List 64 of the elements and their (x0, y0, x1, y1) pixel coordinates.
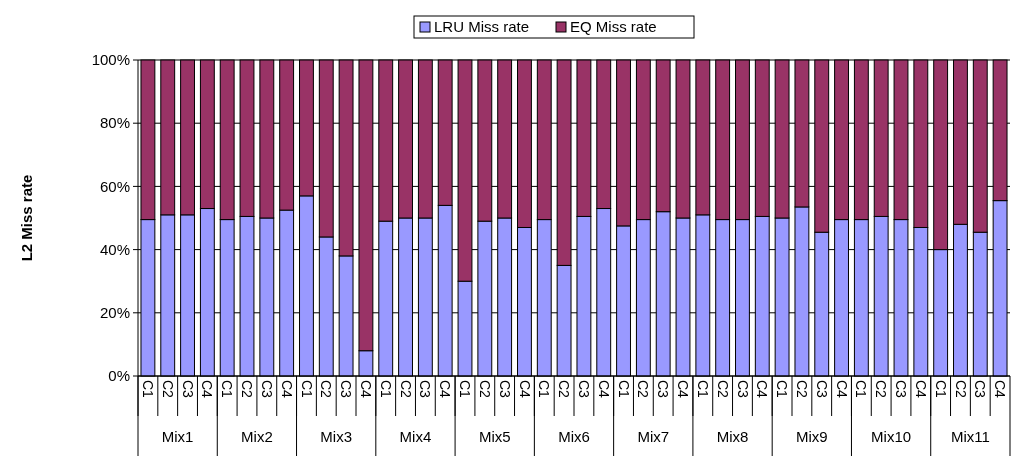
x-tick-label: C4 (278, 380, 295, 399)
y-tick-label: 80% (99, 114, 130, 132)
x-tick-label: C2 (794, 380, 811, 399)
x-tick-label: C1 (219, 380, 236, 399)
text: Mix3 (320, 428, 353, 445)
x-tick-label: C1 (536, 380, 553, 399)
text: Mix1 (161, 428, 194, 445)
x-tick-label: C2 (952, 380, 969, 399)
text: Mix9 (795, 428, 828, 445)
x-tick-label: C1 (694, 380, 711, 399)
x-tick-label: C1 (457, 380, 474, 399)
x-tick-label: C4 (675, 380, 692, 399)
x-tick-label: C2 (318, 380, 335, 399)
x-tick-label: C2 (714, 380, 731, 399)
x-tick-label: C2 (159, 380, 176, 399)
x-tick-label: C2 (556, 380, 573, 399)
x-tick-label: C2 (397, 380, 414, 399)
text: Mix7 (637, 428, 670, 445)
x-tick-label: C3 (734, 380, 751, 399)
x-tick-label: C1 (615, 380, 632, 399)
x-tick-label: C3 (417, 380, 434, 399)
x-tick-label: C2 (239, 380, 256, 399)
x-tick-label: C1 (377, 380, 394, 399)
text: Mix4 (399, 428, 432, 445)
text: Mix10 (871, 428, 912, 445)
x-tick-label: C2 (873, 380, 890, 399)
y-tick-label: 20% (99, 304, 130, 322)
x-tick-label: C3 (576, 380, 593, 399)
x-tick-label: C2 (635, 380, 652, 399)
x-tick-label: C1 (932, 380, 949, 399)
x-tick-label: C4 (912, 380, 929, 399)
x-tick-label: C1 (774, 380, 791, 399)
x-tick-label: C3 (972, 380, 989, 399)
x-tick-label: C3 (655, 380, 672, 399)
legend-label: EQ Miss rate (570, 18, 657, 35)
x-tick-label: C4 (595, 380, 612, 399)
x-tick-label: C4 (199, 380, 216, 399)
x-tick-label: C2 (476, 380, 493, 399)
x-tick-label: C3 (179, 380, 196, 399)
text: Mix5 (478, 428, 511, 445)
x-tick-label: C4 (516, 380, 533, 399)
text: Mix11 (950, 428, 990, 445)
text: Mix6 (558, 428, 590, 445)
text: Mix8 (716, 428, 749, 445)
x-tick-label: C4 (358, 380, 375, 399)
x-tick-label: C3 (258, 380, 275, 399)
x-tick-label: C1 (140, 380, 157, 399)
x-tick-label: C3 (813, 380, 830, 399)
legend-label: LRU Miss rate (434, 18, 530, 35)
y-axis-title: L2 Miss rate (18, 174, 35, 262)
y-tick-label: 0% (108, 367, 130, 385)
x-tick-label: C4 (754, 380, 771, 399)
text: Mix2 (241, 428, 273, 445)
y-tick-label: 100% (91, 51, 130, 69)
x-tick-label: C3 (893, 380, 910, 399)
x-tick-label: C4 (437, 380, 454, 399)
x-tick-label: C1 (853, 380, 870, 399)
x-tick-label: C3 (496, 380, 513, 399)
x-tick-label: C4 (992, 380, 1009, 399)
y-tick-label: 60% (99, 177, 130, 195)
x-tick-label: C3 (338, 380, 355, 399)
x-tick-label: C4 (833, 380, 850, 399)
x-tick-label: C1 (298, 380, 315, 399)
y-tick-label: 40% (99, 240, 130, 258)
